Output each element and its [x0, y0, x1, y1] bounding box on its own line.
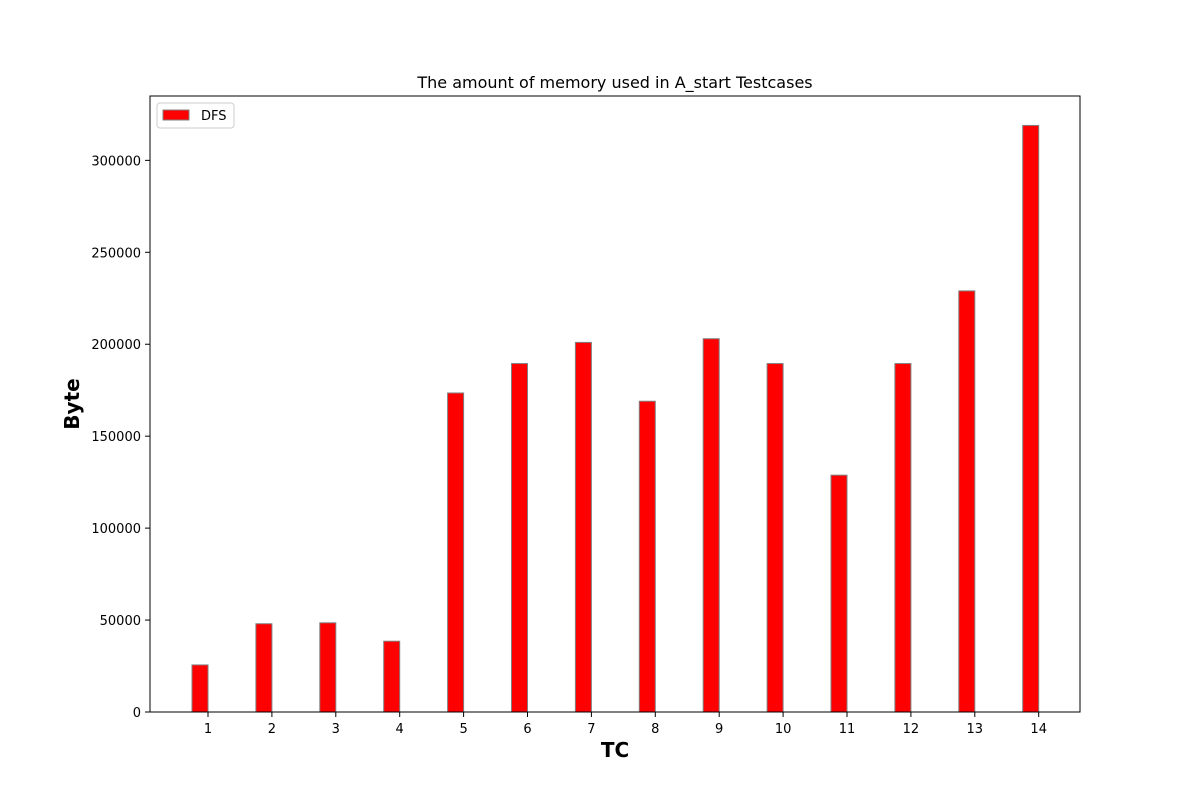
bar-dfs-tc-3	[319, 622, 337, 713]
x-tick-label: 10	[775, 722, 792, 737]
x-tick-label: 3	[332, 722, 340, 737]
bar-dfs-tc-5	[447, 392, 465, 713]
y-tick-label: 50000	[100, 614, 141, 629]
y-tick-label: 100000	[91, 522, 141, 537]
bar-dfs-tc-11	[830, 474, 848, 713]
y-tick-label: 250000	[91, 246, 141, 261]
legend-label-dfs: DFS	[201, 109, 227, 124]
bar-dfs-tc-4	[383, 640, 401, 713]
x-tick-label: 4	[396, 722, 404, 737]
x-tick-label: 13	[967, 722, 984, 737]
bar-dfs-tc-12	[894, 363, 912, 713]
bar-dfs-tc-9	[702, 338, 720, 713]
x-axis-label: TC	[601, 738, 629, 762]
y-tick-label: 200000	[91, 338, 141, 353]
y-axis-label: Byte	[60, 378, 84, 429]
x-tick-label: 12	[903, 722, 920, 737]
plot-frame	[149, 95, 1081, 713]
y-tick-label: 0	[133, 706, 141, 721]
bars	[191, 124, 1040, 713]
x-tick-label: 2	[268, 722, 276, 737]
bar-dfs-tc-14	[1022, 124, 1040, 713]
x-tick-label: 9	[715, 722, 723, 737]
legend-swatch-dfs	[162, 109, 190, 121]
legend: DFS	[156, 102, 235, 129]
x-tick-label: 14	[1030, 722, 1047, 737]
chart-title: The amount of memory used in A_start Tes…	[416, 73, 812, 93]
bar-dfs-tc-7	[574, 341, 592, 713]
bar-dfs-tc-8	[638, 400, 656, 713]
bar-dfs-tc-6	[511, 363, 528, 713]
bar-dfs-tc-10	[766, 363, 784, 713]
bar-dfs-tc-2	[255, 623, 273, 713]
bar-dfs-tc-1	[191, 664, 209, 713]
x-axis: 1 2 3 4 5 6 7 8 9 10 11 12 13 14	[204, 712, 1047, 737]
y-axis: 0 50000 100000 150000 200000 250000 300000	[91, 154, 150, 721]
x-tick-label: 7	[587, 722, 595, 737]
legend-box	[156, 102, 235, 129]
x-tick-label: 6	[523, 722, 531, 737]
x-tick-label: 1	[204, 722, 212, 737]
x-tick-label: 5	[459, 722, 467, 737]
y-tick-label: 300000	[91, 154, 141, 169]
y-tick-label: 150000	[91, 430, 141, 445]
x-tick-label: 11	[839, 722, 856, 737]
x-tick-label: 8	[651, 722, 659, 737]
bar-dfs-tc-13	[958, 290, 976, 713]
